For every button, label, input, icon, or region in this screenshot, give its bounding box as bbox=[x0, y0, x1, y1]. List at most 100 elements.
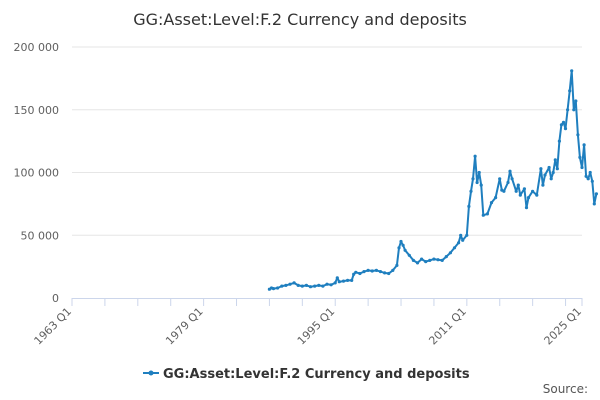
data-point[interactable] bbox=[568, 89, 572, 93]
data-point[interactable] bbox=[420, 257, 424, 261]
data-point[interactable] bbox=[469, 189, 473, 193]
data-point[interactable] bbox=[574, 99, 578, 103]
data-point[interactable] bbox=[397, 246, 401, 250]
data-point[interactable] bbox=[485, 212, 489, 216]
data-point[interactable] bbox=[428, 258, 432, 262]
data-point[interactable] bbox=[444, 255, 448, 259]
data-point[interactable] bbox=[514, 189, 518, 193]
data-point[interactable] bbox=[403, 248, 407, 252]
data-point[interactable] bbox=[296, 283, 300, 287]
data-point[interactable] bbox=[335, 276, 339, 280]
data-point[interactable] bbox=[539, 167, 543, 171]
data-point[interactable] bbox=[553, 158, 557, 162]
data-point[interactable] bbox=[506, 180, 510, 185]
data-point[interactable] bbox=[401, 243, 405, 247]
data-point[interactable] bbox=[358, 271, 362, 276]
data-point[interactable] bbox=[572, 108, 576, 112]
data-point[interactable] bbox=[561, 120, 566, 124]
data-point[interactable] bbox=[477, 170, 481, 175]
data-point[interactable] bbox=[432, 257, 436, 261]
data-point[interactable] bbox=[582, 143, 586, 147]
data-point[interactable] bbox=[547, 165, 551, 170]
data-point[interactable] bbox=[590, 179, 594, 183]
data-point[interactable] bbox=[526, 196, 531, 200]
data-point[interactable] bbox=[475, 180, 479, 185]
data-point[interactable] bbox=[329, 283, 333, 287]
data-point[interactable] bbox=[551, 170, 555, 175]
data-point[interactable] bbox=[415, 261, 420, 265]
data-point[interactable] bbox=[387, 271, 391, 276]
data-point[interactable] bbox=[341, 279, 346, 283]
data-point[interactable] bbox=[333, 281, 337, 285]
data-point[interactable] bbox=[452, 246, 457, 250]
data-point[interactable] bbox=[555, 167, 559, 171]
data-point[interactable] bbox=[313, 284, 317, 288]
data-point[interactable] bbox=[570, 69, 574, 73]
data-point[interactable] bbox=[352, 272, 356, 276]
data-point[interactable] bbox=[362, 270, 366, 274]
data-point[interactable] bbox=[337, 280, 341, 284]
data-point[interactable] bbox=[457, 241, 461, 245]
data-point[interactable] bbox=[271, 287, 276, 291]
data-point[interactable] bbox=[370, 269, 374, 273]
data-point[interactable] bbox=[304, 283, 308, 287]
data-point[interactable] bbox=[391, 268, 395, 272]
data-point[interactable] bbox=[467, 204, 471, 208]
data-point[interactable] bbox=[346, 278, 350, 282]
data-point[interactable] bbox=[424, 260, 428, 264]
data-point[interactable] bbox=[461, 238, 465, 242]
data-point[interactable] bbox=[522, 187, 527, 191]
source-label[interactable]: Source: bbox=[543, 382, 588, 396]
data-point[interactable] bbox=[489, 201, 494, 205]
data-point[interactable] bbox=[317, 283, 321, 287]
data-point[interactable] bbox=[502, 189, 506, 193]
data-point[interactable] bbox=[284, 283, 288, 287]
data-point[interactable] bbox=[541, 183, 545, 187]
data-point[interactable] bbox=[586, 177, 590, 181]
data-point[interactable] bbox=[594, 192, 599, 196]
data-point[interactable] bbox=[479, 183, 483, 187]
data-point[interactable] bbox=[473, 154, 477, 158]
data-point[interactable] bbox=[366, 268, 370, 272]
data-point[interactable] bbox=[288, 282, 292, 286]
legend[interactable]: GG:Asset:Level:F.2 Currency and deposits bbox=[143, 367, 470, 382]
data-point[interactable] bbox=[549, 177, 553, 181]
data-point[interactable] bbox=[308, 285, 313, 289]
data-point[interactable] bbox=[498, 177, 502, 181]
data-point[interactable] bbox=[465, 233, 469, 237]
data-point[interactable] bbox=[557, 139, 562, 143]
data-point[interactable] bbox=[448, 251, 452, 255]
data-point[interactable] bbox=[459, 233, 463, 237]
data-point[interactable] bbox=[580, 165, 584, 170]
data-point[interactable] bbox=[440, 258, 444, 262]
data-point[interactable] bbox=[383, 271, 387, 275]
data-point[interactable] bbox=[378, 270, 383, 274]
data-point[interactable] bbox=[399, 239, 403, 244]
data-point[interactable] bbox=[518, 193, 522, 197]
data-point[interactable] bbox=[436, 258, 440, 262]
data-point[interactable] bbox=[588, 170, 592, 175]
data-point[interactable] bbox=[325, 282, 329, 286]
data-point[interactable] bbox=[559, 123, 564, 127]
data-point[interactable] bbox=[321, 284, 325, 288]
data-point[interactable] bbox=[374, 268, 378, 272]
data-point[interactable] bbox=[566, 108, 570, 112]
data-point[interactable] bbox=[563, 127, 568, 131]
data-point[interactable] bbox=[395, 263, 399, 267]
data-point[interactable] bbox=[584, 174, 588, 178]
data-point[interactable] bbox=[494, 196, 498, 200]
data-point[interactable] bbox=[510, 177, 514, 181]
data-point[interactable] bbox=[516, 183, 520, 187]
data-point[interactable] bbox=[535, 193, 539, 197]
data-point[interactable] bbox=[508, 169, 512, 173]
data-point[interactable] bbox=[292, 281, 296, 285]
data-point[interactable] bbox=[543, 173, 547, 177]
data-point[interactable] bbox=[592, 202, 596, 206]
data-point[interactable] bbox=[300, 284, 304, 288]
series-line[interactable] bbox=[268, 69, 598, 291]
data-point[interactable] bbox=[576, 133, 580, 137]
data-point[interactable] bbox=[578, 155, 582, 159]
data-point[interactable] bbox=[354, 270, 358, 274]
data-point[interactable] bbox=[531, 189, 535, 193]
data-point[interactable] bbox=[411, 258, 415, 262]
